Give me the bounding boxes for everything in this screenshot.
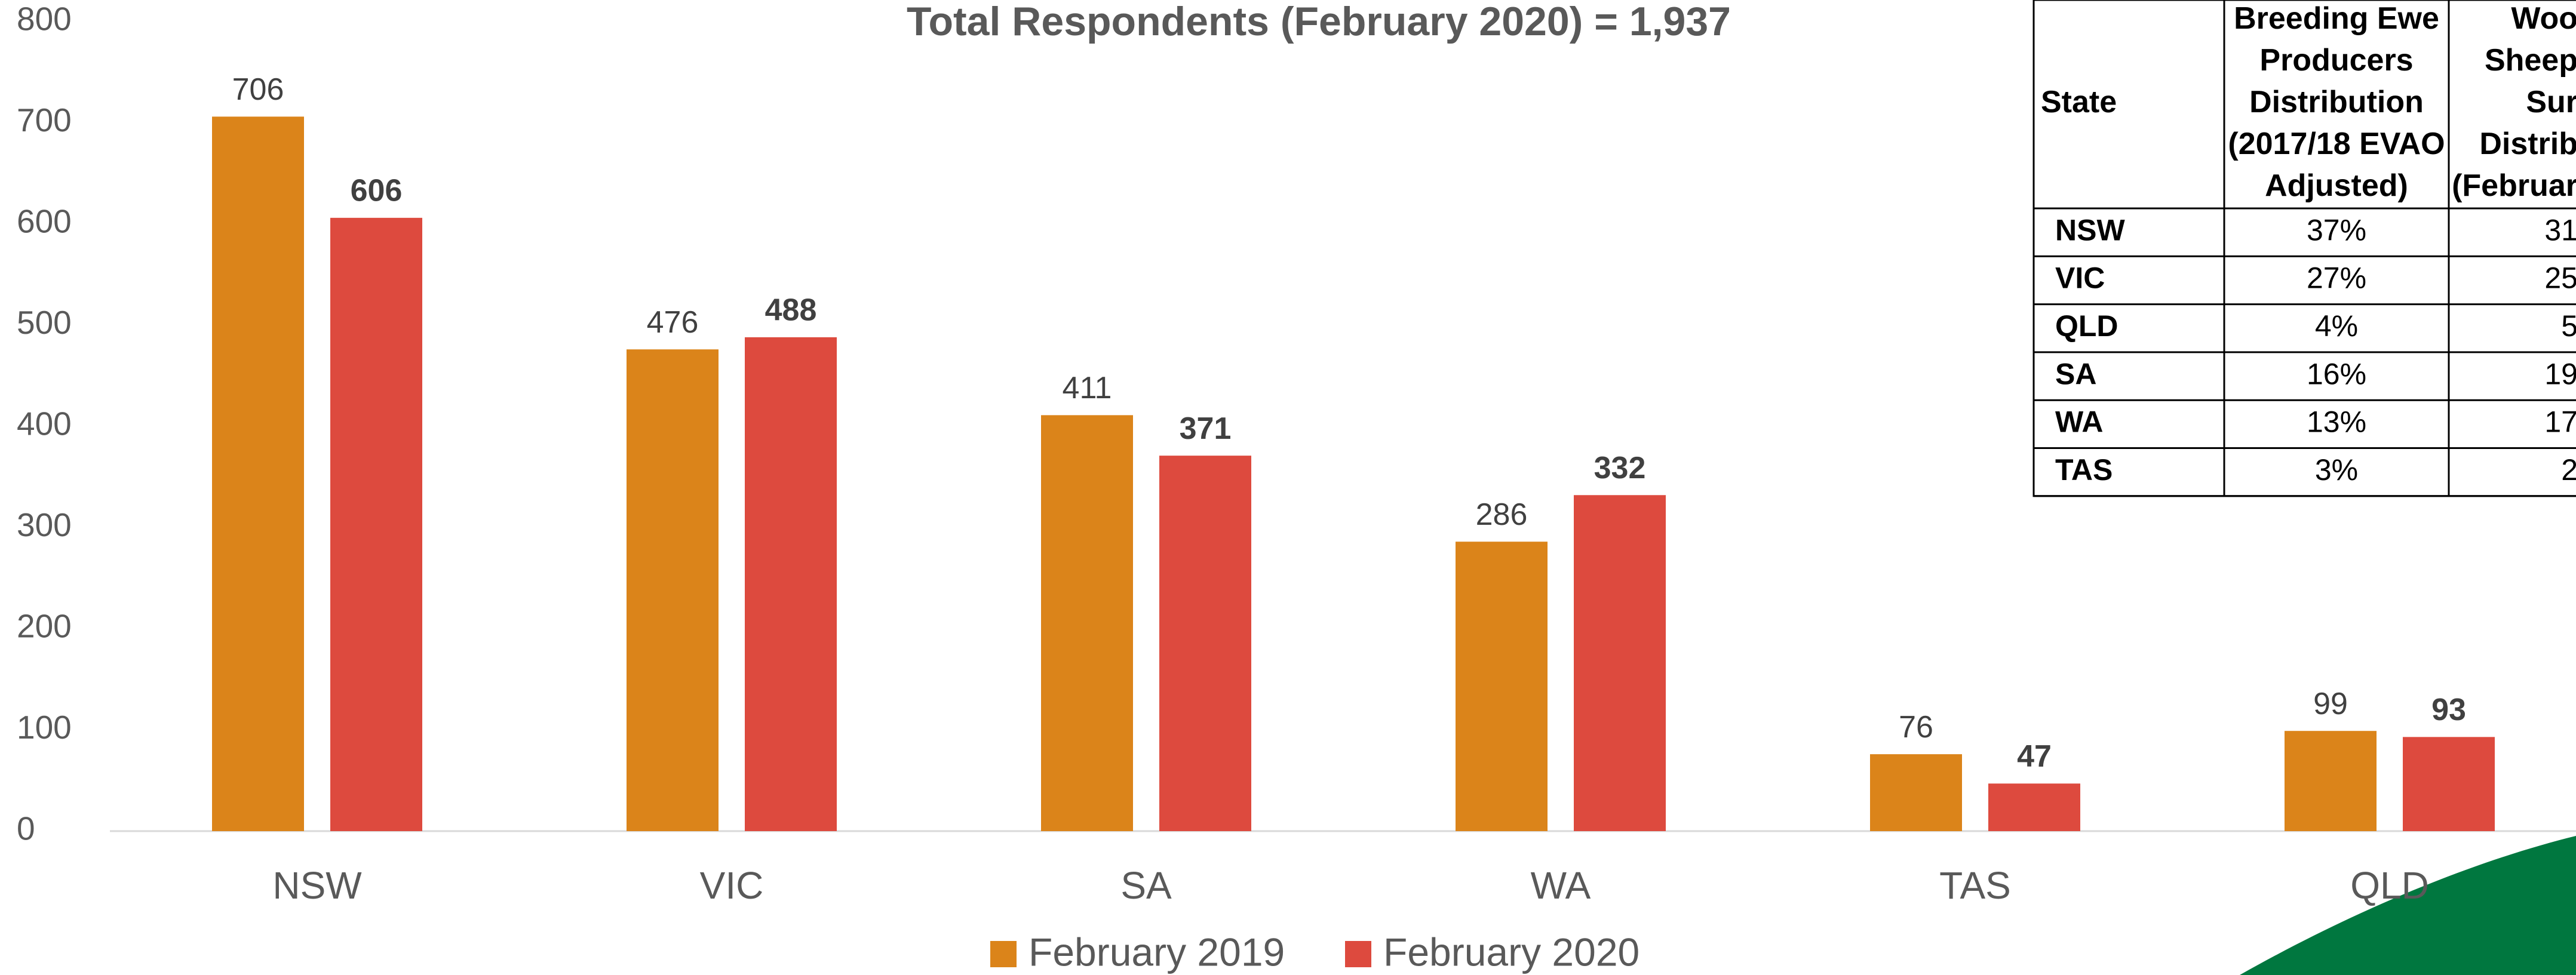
table-header: Adjusted) [2265, 168, 2408, 203]
table-cell: 19 [2544, 357, 2576, 390]
table-cell: NSW [2055, 213, 2125, 247]
legend-swatch [1345, 941, 1371, 967]
y-tick-label: 800 [17, 1, 72, 38]
bar [330, 218, 422, 831]
table-header: Breeding Ewe [2234, 1, 2439, 36]
data-label: 332 [1594, 451, 1646, 485]
table-header: Distribution [2249, 85, 2424, 119]
x-tick-label: WA [1531, 864, 1591, 907]
bar [1456, 542, 1548, 831]
data-label: 476 [647, 305, 699, 340]
bar [1159, 456, 1251, 831]
table-cell: QLD [2055, 309, 2118, 343]
x-tick-label: NSW [272, 864, 362, 907]
data-label: 488 [765, 293, 817, 328]
chart: Total Respondents (February 2020) = 1,93… [0, 0, 2576, 975]
table-cell: TAS [2055, 453, 2113, 487]
y-tick-label: 500 [17, 304, 72, 341]
table-cell: 37% [2307, 213, 2366, 247]
bar [1988, 783, 2080, 831]
table-cell: 25 [2544, 262, 2576, 295]
table-header: Producers [2259, 43, 2413, 78]
data-label: 606 [351, 174, 403, 208]
x-tick-label: TAS [1939, 864, 2011, 907]
x-tick-label: QLD [2350, 864, 2429, 907]
legend-swatch [990, 941, 1017, 967]
table-cell: 27% [2307, 262, 2366, 295]
table-header: (2017/18 EVAO [2228, 127, 2445, 161]
table-cell: 17 [2544, 405, 2576, 439]
table-header: Sheep [2485, 43, 2576, 78]
data-label: 76 [1899, 710, 1933, 745]
data-label: 93 [2431, 693, 2466, 727]
bar [2285, 731, 2377, 831]
bar [1574, 495, 1666, 831]
data-label: 47 [2017, 739, 2052, 774]
y-tick-label: 0 [17, 810, 35, 847]
data-label: 99 [2313, 687, 2348, 721]
y-tick-label: 100 [17, 709, 72, 746]
table-header: (Februar [2452, 168, 2576, 203]
y-tick-label: 300 [17, 506, 72, 543]
table-header: State [2041, 85, 2117, 119]
bar [2403, 737, 2495, 831]
x-tick-label: VIC [700, 864, 764, 907]
chart-title: Total Respondents (February 2020) = 1,93… [907, 0, 1731, 44]
legend-label: February 2019 [1028, 930, 1285, 974]
table-header: Distrib [2479, 127, 2576, 161]
bar [212, 116, 304, 831]
table-cell: 16% [2307, 357, 2366, 390]
y-tick-label: 600 [17, 203, 72, 240]
data-label: 706 [232, 72, 284, 107]
table-cell: 31 [2544, 213, 2576, 247]
data-label: 286 [1476, 497, 1528, 532]
table-cell: 3% [2315, 453, 2358, 487]
table-header: Woo [2511, 1, 2576, 36]
bar [627, 349, 719, 831]
x-tick-label: SA [1120, 864, 1172, 907]
table-header: Sur [2526, 85, 2576, 119]
table-cell: VIC [2055, 262, 2105, 295]
table-cell: 5 [2561, 309, 2576, 343]
table-cell: 2 [2561, 453, 2576, 487]
bar [1870, 754, 1962, 831]
table-cell: 4% [2315, 309, 2358, 343]
table-cell: 13% [2307, 405, 2366, 439]
data-label: 371 [1180, 411, 1232, 446]
y-tick-label: 200 [17, 608, 72, 645]
y-tick-label: 400 [17, 405, 72, 442]
table-cell: SA [2055, 357, 2096, 390]
legend-label: February 2020 [1383, 930, 1639, 974]
bar [1041, 415, 1133, 831]
y-tick-label: 700 [17, 102, 72, 139]
table-cell: WA [2055, 405, 2104, 439]
data-label: 411 [1063, 371, 1112, 405]
bar [745, 337, 837, 831]
